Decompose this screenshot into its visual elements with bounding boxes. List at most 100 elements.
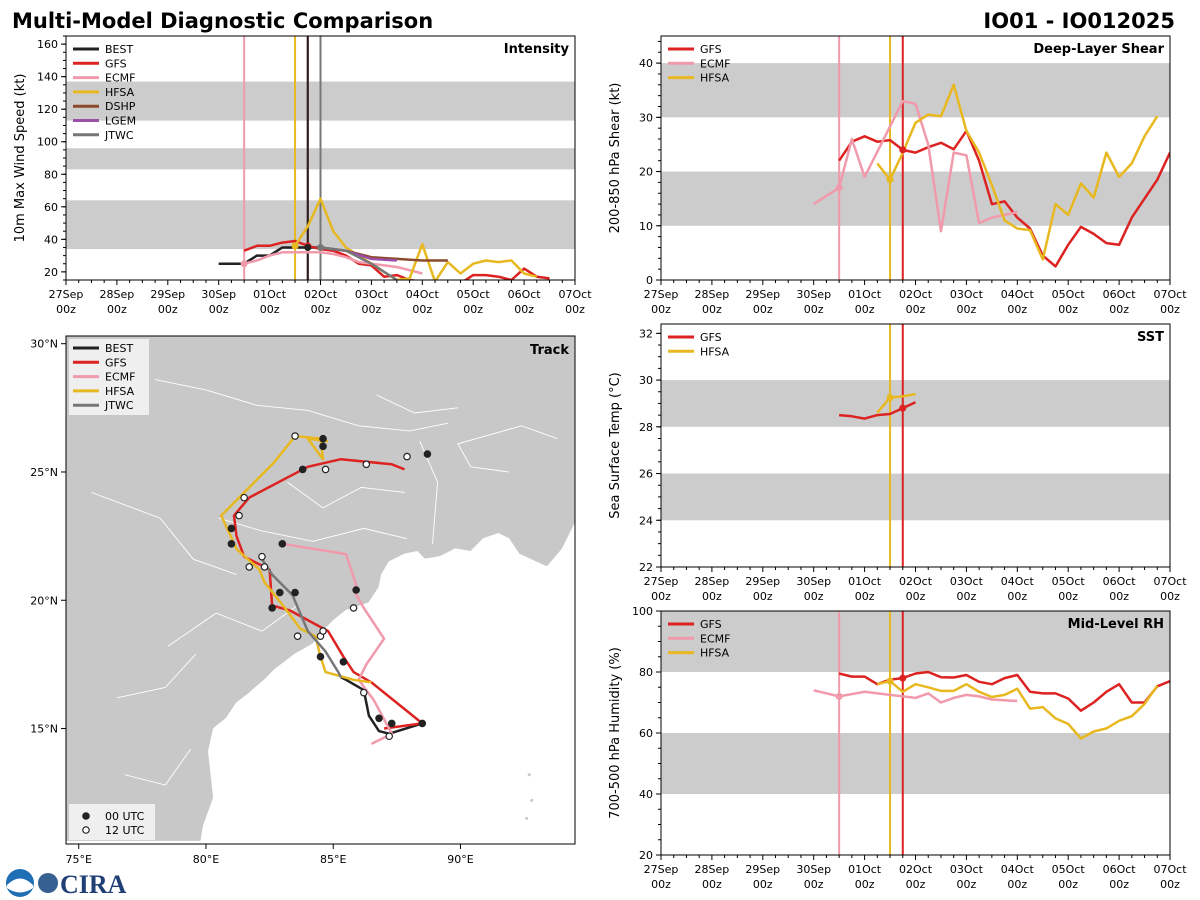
shear-xtick-hour-4: 00z (855, 303, 875, 316)
shear-legend-label-hfsa: HFSA (700, 72, 730, 85)
boundary-line-0 (155, 379, 448, 432)
intensity-xtick-hour-1: 00z (107, 303, 127, 316)
intensity-ytick-label-4: 100 (37, 136, 58, 149)
intensity-xtick-day-9: 06Oct (508, 288, 542, 301)
sst-ytick-label-5: 32 (639, 327, 653, 340)
rh-xtick-day-1: 28Sep (695, 863, 730, 876)
sst-xtick-day-6: 03Oct (950, 575, 984, 588)
intensity-xtick-hour-5: 00z (311, 303, 331, 316)
rh-series-hfsa (877, 679, 1159, 740)
sst-legend-label-gfs: GFS (700, 331, 722, 344)
track-ytick-label-0: 15°N (30, 723, 58, 736)
sst-init-point-hfsa-0 (886, 394, 894, 402)
sst-plot-area (661, 324, 1170, 567)
sst-xtick-day-1: 28Sep (695, 575, 730, 588)
rh-legend-label-ecmf: ECMF (700, 632, 730, 645)
rh-xtick-day-0: 27Sep (644, 863, 679, 876)
marker-12utc-7 (260, 563, 269, 571)
shear-ytick-label-0: 0 (646, 274, 653, 287)
marker-00utc-3 (339, 658, 348, 666)
shear-ytick-label-4: 40 (639, 57, 653, 70)
intensity-legend-label-dshp: DSHP (105, 100, 136, 113)
sst-xtick-hour-10: 00z (1160, 590, 1180, 603)
track-series-jtwc (260, 558, 343, 678)
rh-xtick-day-9: 06Oct (1103, 863, 1137, 876)
sst-xtick-day-0: 27Sep (644, 575, 679, 588)
track-ytick-label-3: 30°N (30, 338, 58, 351)
intensity-legend-label-best: BEST (105, 43, 133, 56)
intensity-xtick-hour-9: 00z (514, 303, 534, 316)
shear-title: Deep-Layer Shear (1033, 42, 1164, 57)
intensity-xtick-day-10: 07Oct (558, 288, 592, 301)
rh-xtick-day-5: 02Oct (899, 863, 933, 876)
shear-band-1 (661, 63, 1170, 118)
intensity-xtick-hour-10: 00z (565, 303, 585, 316)
sst-series-hfsa (876, 392, 916, 414)
sst-legend-label-hfsa: HFSA (700, 345, 730, 358)
marker-00utc-2 (375, 714, 383, 723)
intensity-xtick-day-3: 30Sep (201, 288, 236, 301)
shear-ytick-label-3: 30 (639, 111, 653, 124)
intensity-xtick-day-1: 28Sep (100, 288, 135, 301)
rh-title: Mid-Level RH (1068, 617, 1164, 632)
sst-xtick-hour-7: 00z (1007, 590, 1027, 603)
track-ytick-label-2: 25°N (30, 466, 58, 479)
boundary-line-8 (124, 748, 192, 786)
intensity-xtick-hour-2: 00z (158, 303, 178, 316)
sst-xtick-day-2: 29Sep (745, 575, 780, 588)
rh-xtick-hour-7: 00z (1007, 878, 1027, 891)
shear-xtick-day-0: 27Sep (644, 288, 679, 301)
rh-legend-label-gfs: GFS (700, 618, 722, 631)
sst-xtick-day-5: 02Oct (899, 575, 933, 588)
sst-title: SST (1137, 330, 1164, 345)
shear-xtick-hour-10: 00z (1160, 303, 1180, 316)
marker-00utc-8 (227, 540, 236, 548)
shear-xtick-hour-5: 00z (906, 303, 926, 316)
shear-init-point-gfs-2 (899, 146, 907, 154)
marker-12utc-13 (362, 460, 371, 469)
sst-xtick-hour-0: 00z (651, 590, 671, 603)
rh-xtick-day-4: 01Oct (848, 863, 882, 876)
intensity-init-point-jtwc-4 (317, 243, 324, 251)
rh-ylabel: 700-500 hPa Humidity (%) (608, 647, 623, 819)
shear-xtick-day-10: 07Oct (1153, 288, 1187, 301)
intensity-xtick-hour-0: 00z (56, 303, 76, 316)
intensity-xtick-hour-6: 00z (362, 303, 382, 316)
rh-ytick-label-4: 100 (632, 605, 653, 618)
intensity-series-jtwc (320, 246, 398, 280)
sst-ylabel: Sea Surface Temp (°C) (608, 372, 623, 519)
rh-xtick-day-8: 05Oct (1052, 863, 1086, 876)
boundary-line-5 (116, 653, 197, 699)
marker-12utc-8 (245, 563, 254, 571)
sst-ytick-label-1: 24 (639, 514, 653, 527)
shear-ytick-label-2: 20 (639, 166, 653, 179)
cira-logo-text: CIRA (60, 870, 127, 899)
marker-12utc-5 (349, 604, 358, 612)
intensity-legend-label-lgem: LGEM (105, 115, 136, 128)
rh-init-point-ecmf-0 (835, 692, 843, 700)
rh-series-gfs (838, 670, 1170, 712)
rh-xtick-hour-0: 00z (651, 878, 671, 891)
rh-init-point-gfs-2 (899, 674, 907, 682)
marker-12utc-11 (291, 432, 299, 440)
rh-plot-area (661, 611, 1170, 855)
marker-legend-00-icon (82, 812, 90, 820)
intensity-xtick-day-2: 29Sep (150, 288, 185, 301)
sst-xtick-day-4: 01Oct (848, 575, 882, 588)
track-legend-label-best: BEST (105, 342, 133, 355)
rh-ytick-label-3: 80 (639, 666, 653, 679)
intensity-xtick-day-4: 01Oct (253, 288, 287, 301)
marker-12utc-9 (235, 511, 243, 520)
intensity-series-gfs (243, 239, 550, 280)
shear-series-ecmf (813, 99, 1018, 233)
rh-xtick-day-6: 03Oct (950, 863, 984, 876)
sst-xtick-hour-9: 00z (1109, 590, 1129, 603)
intensity-legend-label-hfsa: HFSA (105, 86, 135, 99)
track-legend-label-gfs: GFS (105, 356, 127, 369)
boundary-line-9 (376, 394, 458, 414)
boundary-line-4 (167, 605, 298, 647)
intensity-xtick-hour-3: 00z (209, 303, 229, 316)
rh-band-0 (661, 733, 1170, 794)
